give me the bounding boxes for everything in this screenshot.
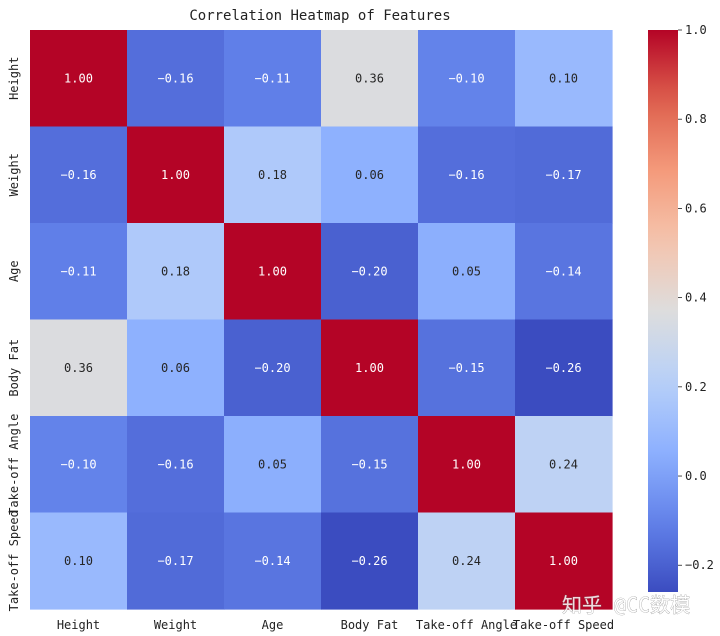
heatmap-cell-take-off-angle-age: [224, 416, 322, 514]
heatmap-cell-body-fat-height: [30, 319, 128, 417]
chart-title: Correlation Heatmap of Features: [189, 8, 450, 24]
heatmap-cell-body-fat-take-off-speed: [515, 319, 613, 417]
heatmap-cell-take-off-speed-age: [224, 512, 322, 610]
heatmap-cell-weight-age: [224, 126, 322, 224]
y-axis-tick-labels: Height Weight Age Body Fat Take-off AngleTak…: [7, 57, 21, 612]
x-axis-tick-labels: Height Weight Age Body Fat Take-off AngleTak…: [57, 618, 614, 632]
cell-value-label: −0.11: [60, 264, 96, 278]
y-tick-label-height: Height: [7, 57, 21, 100]
cell-value-label: 0.24: [452, 554, 481, 568]
x-tick-label-take-off-angle: Take-off Angle: [416, 618, 517, 632]
cell-value-label: 1.00: [549, 554, 578, 568]
heatmap-cell-take-off-angle-body-fat: [321, 416, 419, 514]
cell-value-label: −0.17: [545, 168, 581, 182]
heatmap-cell-body-fat-body-fat: [321, 319, 419, 417]
heatmap-cell-take-off-speed-height: [30, 512, 128, 610]
colorbar-tick-label: 0.6: [685, 201, 707, 215]
colorbar-gradient: [648, 30, 678, 592]
y-tick-label-weight: Weight: [7, 153, 21, 196]
heatmap-cell-height-body-fat: [321, 30, 419, 128]
cell-value-label: −0.17: [157, 554, 193, 568]
cell-value-label: −0.10: [60, 457, 96, 471]
cell-value-label: 0.18: [161, 264, 190, 278]
x-tick-label-weight: Weight: [154, 618, 197, 632]
heatmap-cell-weight-height: [30, 126, 128, 224]
cell-value-label: −0.26: [351, 554, 387, 568]
colorbar-tick-label: 0.4: [685, 291, 707, 305]
heatmap-cell-height-weight: [127, 30, 225, 128]
heatmap-cell-take-off-angle-height: [30, 416, 128, 514]
heatmap-cell-body-fat-age: [224, 319, 322, 417]
cell-value-label: 0.06: [355, 168, 384, 182]
cell-value-label: −0.26: [545, 361, 581, 375]
colorbar-tick-label: 0.2: [685, 380, 707, 394]
heatmap-cell-height-take-off-speed: [515, 30, 613, 128]
cell-value-label: −0.11: [254, 71, 290, 85]
heatmap-cell-take-off-speed-take-off-speed: [515, 512, 613, 610]
x-tick-label-body-fat: Body Fat: [341, 618, 399, 632]
heatmap-cell-take-off-speed-take-off-angle: [418, 512, 516, 610]
cell-value-label: 1.00: [355, 361, 384, 375]
cell-value-label: −0.16: [448, 168, 484, 182]
heatmap-cell-age-height: [30, 223, 128, 321]
heatmap-cell-take-off-angle-take-off-speed: [515, 416, 613, 514]
cell-value-label: 1.00: [452, 457, 481, 471]
heatmap-cell-height-take-off-angle: [418, 30, 516, 128]
heatmap-cell-age-weight: [127, 223, 225, 321]
cell-value-label: −0.15: [448, 361, 484, 375]
x-tick-label-age: Age: [262, 618, 284, 632]
cell-value-label: −0.16: [60, 168, 96, 182]
heatmap-cell-weight-take-off-angle: [418, 126, 516, 224]
heatmap-cells: 1.00 −0.16 −0.11 0.36 −0.10 0.10 −0.16 1.00 0.18…: [30, 30, 613, 610]
heatmap-cell-height-height: [30, 30, 128, 128]
cell-value-label: −0.10: [448, 71, 484, 85]
cell-value-label: −0.14: [545, 264, 581, 278]
x-tick-label-height: Height: [57, 618, 100, 632]
cell-value-label: −0.16: [157, 457, 193, 471]
y-tick-label-age: Age: [7, 260, 21, 282]
heatmap-cell-take-off-speed-body-fat: [321, 512, 419, 610]
heatmap-cell-weight-weight: [127, 126, 225, 224]
cell-value-label: 0.36: [355, 71, 384, 85]
cell-value-label: 1.00: [258, 264, 287, 278]
cell-value-label: −0.15: [351, 457, 387, 471]
cell-value-label: 0.24: [549, 457, 578, 471]
colorbar-tick-label: 1.0: [685, 23, 707, 37]
x-tick-label-take-off-speed: Take-off Speed: [513, 618, 614, 632]
cell-value-label: 0.05: [258, 457, 287, 471]
cell-value-label: 0.06: [161, 361, 190, 375]
heatmap-cell-take-off-angle-weight: [127, 416, 225, 514]
heatmap-cell-weight-take-off-speed: [515, 126, 613, 224]
cell-value-label: 0.10: [549, 71, 578, 85]
y-tick-label-take-off-angle: Take-off Angle: [7, 414, 21, 515]
cell-value-label: 0.36: [64, 361, 93, 375]
cell-value-label: 0.05: [452, 264, 481, 278]
heatmap-cell-body-fat-take-off-angle: [418, 319, 516, 417]
heatmap-cell-age-take-off-angle: [418, 223, 516, 321]
cell-value-label: 0.10: [64, 554, 93, 568]
heatmap-cell-age-take-off-speed: [515, 223, 613, 321]
colorbar-tick-label: 0.8: [685, 112, 707, 126]
colorbar-tick-label: 0.0: [685, 469, 707, 483]
heatmap-cell-age-age: [224, 223, 322, 321]
y-tick-label-body-fat: Body Fat: [7, 339, 21, 397]
heatmap-cell-body-fat-weight: [127, 319, 225, 417]
heatmap-cell-age-body-fat: [321, 223, 419, 321]
y-tick-label-take-off-speed: Take-off Speed: [7, 510, 21, 611]
heatmap-cell-weight-body-fat: [321, 126, 419, 224]
cell-value-label: 0.18: [258, 168, 287, 182]
cell-value-label: −0.16: [157, 71, 193, 85]
colorbar: 1.0 0.8 0.6 0.4 0.2 0.0 −0.2: [648, 23, 714, 592]
colorbar-tick-label: −0.2: [685, 558, 714, 572]
cell-value-label: 1.00: [161, 168, 190, 182]
cell-value-label: −0.14: [254, 554, 290, 568]
cell-value-label: −0.20: [254, 361, 290, 375]
cell-value-label: 1.00: [64, 71, 93, 85]
heatmap-cell-take-off-speed-weight: [127, 512, 225, 610]
cell-value-label: −0.20: [351, 264, 387, 278]
heatmap-cell-height-age: [224, 30, 322, 128]
watermark-text: 知乎 @CC数模: [562, 593, 690, 617]
heatmap-cell-take-off-angle-take-off-angle: [418, 416, 516, 514]
